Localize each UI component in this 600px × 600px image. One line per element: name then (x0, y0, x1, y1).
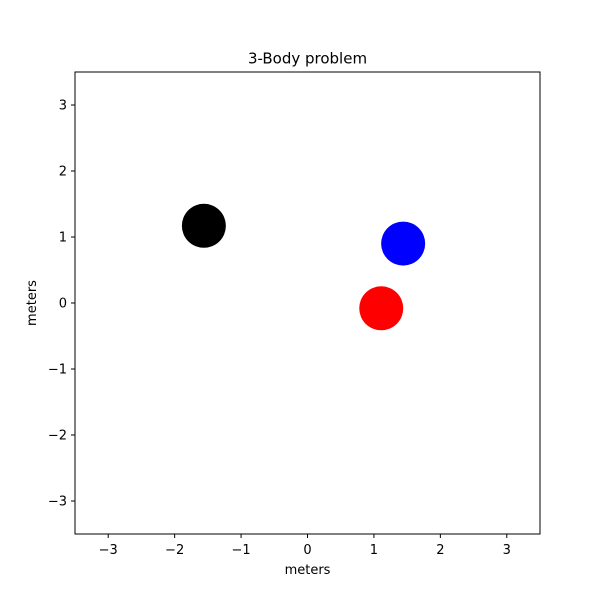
x-tick-label: 2 (436, 543, 444, 558)
y-tick-label: 0 (59, 297, 67, 312)
body-point-1 (181, 203, 226, 248)
x-tick-label: 3 (503, 543, 511, 558)
x-tick-label: −2 (165, 543, 184, 558)
body-point-3 (359, 286, 404, 331)
y-tick-label: −3 (48, 495, 67, 510)
y-tick-label: 1 (59, 231, 67, 246)
x-tick-label: 0 (303, 543, 311, 558)
chart-title: 3-Body problem (248, 50, 367, 68)
x-tick-label: −1 (231, 543, 250, 558)
y-tick-label: 3 (59, 99, 67, 114)
plot-area: −3 −2 −1 0 1 2 3 −3 −2 −1 0 1 2 3 (48, 71, 541, 558)
y-axis-label: meters (25, 280, 40, 326)
x-tick-label: 1 (370, 543, 378, 558)
y-tick-label: 2 (59, 165, 67, 180)
x-tick-label: −3 (99, 543, 118, 558)
body-point-2 (381, 221, 426, 266)
x-axis-label: meters (285, 563, 331, 578)
y-tick-label: −1 (48, 363, 67, 378)
y-tick-label: −2 (48, 429, 67, 444)
